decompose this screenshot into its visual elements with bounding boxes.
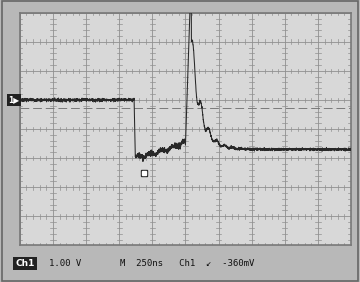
Text: M  250ns   Ch1  ↙  -360mV: M 250ns Ch1 ↙ -360mV: [120, 259, 255, 268]
Text: Ch1: Ch1: [15, 259, 35, 268]
Text: 1.00 V: 1.00 V: [49, 259, 81, 268]
Text: 1▶: 1▶: [8, 95, 19, 104]
